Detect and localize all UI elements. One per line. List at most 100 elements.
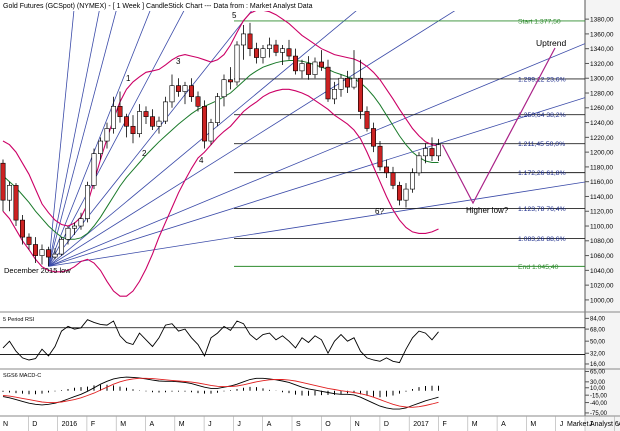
fan-line: [48, 11, 456, 267]
x-tick-label: D: [384, 421, 389, 428]
price-tick-label: 1060,00: [590, 253, 614, 260]
candle-body: [357, 77, 363, 112]
candle-body: [98, 140, 104, 154]
fib-level-label: 1.250,64 38,2%: [518, 112, 566, 119]
price-tick-label: 1200,00: [590, 150, 614, 157]
price-tick-label: 1080,00: [590, 238, 614, 245]
candle-body: [163, 101, 169, 122]
candle-body: [286, 48, 292, 57]
candle-body: [32, 244, 38, 256]
candle-body: [351, 77, 357, 88]
x-tick-label: J: [560, 421, 564, 428]
candle-body: [124, 116, 130, 127]
candle-body: [435, 144, 441, 157]
fib-level-label: Start 1.377,50: [518, 18, 561, 25]
candle-body: [234, 44, 240, 83]
macd-tick-label: 65,00: [590, 370, 606, 376]
candle-body: [409, 172, 415, 190]
projection-zigzag: [441, 47, 556, 205]
candle-body: [104, 128, 110, 142]
price-tick-label: 1260,00: [590, 105, 614, 112]
candle-body: [383, 166, 389, 174]
chart-title: Gold Futures (GCSpot) (NYMEX) - [ 1 Week…: [3, 3, 313, 10]
macd-panel: [0, 370, 585, 415]
fib-level-label: 1.211,45 50,0%: [518, 141, 565, 148]
macd-title: SGS6 MACD-C: [3, 373, 41, 379]
candle-body: [241, 33, 247, 46]
candle-body: [312, 61, 318, 75]
macd-signal-line: [2, 377, 439, 408]
candle-body: [39, 249, 45, 256]
rsi-line: [2, 319, 439, 364]
candle-body: [26, 236, 32, 245]
candle-body: [0, 162, 6, 201]
candle-body: [130, 125, 136, 134]
candle-body: [45, 249, 51, 258]
rsi-tick-label: 50,00: [590, 339, 606, 345]
candle-body: [202, 106, 208, 142]
fan-line: [48, 11, 252, 267]
candle-body: [416, 155, 422, 174]
candle-body: [7, 185, 13, 201]
fib-level-label: 1.172,26 61,8%: [518, 170, 566, 177]
x-tick-label: J: [589, 421, 593, 428]
x-tick-label: A: [501, 421, 506, 428]
chart-annotation: 6?: [375, 207, 384, 216]
price-tick-label: 1220,00: [590, 135, 614, 142]
candle-body: [182, 85, 188, 92]
candle-body: [117, 106, 123, 117]
y-axis-strip: [585, 0, 620, 431]
price-tick-label: 1140,00: [590, 194, 613, 201]
x-tick-label: J: [208, 421, 212, 428]
price-tick-label: 1380,00: [590, 17, 614, 24]
x-tick-label: M: [530, 421, 536, 428]
x-tick-label: F: [91, 421, 95, 428]
fib-level-label: 1.299,12 23,6%: [518, 76, 566, 83]
price-tick-label: 1240,00: [590, 120, 614, 127]
candle-body: [299, 63, 305, 72]
candle-body: [85, 185, 91, 219]
fibonacci-levels: Start 1.377,50 1.299,12 23,6% 1.250,64 38,…: [234, 18, 585, 271]
price-tick-label: 1280,00: [590, 90, 614, 97]
candle-body: [143, 111, 149, 117]
macd-tick-label: -40,00: [590, 401, 608, 407]
x-tick-label: F: [443, 421, 447, 428]
candle-body: [292, 55, 298, 72]
candle-body: [279, 48, 285, 53]
fib-level-label: 1.083,26 88,6%: [518, 236, 566, 243]
rsi-panel-content: 5 Period RSI 16,00 32,00 50,00 68,00 84,00: [0, 317, 606, 368]
rsi-tick-label: 68,00: [590, 327, 606, 333]
x-axis: N D 2016 F M A M J J A S O N D 2017 F M A M J J A: [3, 416, 620, 431]
fib-level-label: End 1.045,40: [518, 264, 559, 271]
gann-fan-lines: [48, 11, 585, 267]
candle-body: [78, 218, 84, 227]
candle-body: [221, 79, 227, 98]
price-tick-label: 1020,00: [590, 283, 614, 290]
bollinger-lower-band: [2, 88, 439, 297]
rsi-panel: [0, 313, 585, 368]
price-tick-label: 1120,00: [590, 209, 613, 216]
candle-body: [228, 79, 234, 83]
x-tick-label: N: [355, 421, 360, 428]
price-tick-label: 1000,00: [590, 297, 614, 304]
candle-body: [338, 77, 344, 90]
candle-body: [189, 85, 195, 98]
chart-annotation: 2: [142, 149, 147, 158]
candle-body: [273, 44, 279, 53]
macd-tick-label: -75,00: [590, 411, 608, 417]
price-tick-label: 1360,00: [590, 31, 614, 38]
candle-body: [364, 111, 370, 129]
x-tick-label: S: [296, 421, 301, 428]
annotations: Uptrend Higher low? December 2015 low 5 3 1 2 4…: [4, 11, 567, 275]
rsi-title: 5 Period RSI: [3, 317, 35, 323]
candle-body: [422, 148, 428, 157]
chart-annotation: 1: [126, 74, 131, 83]
chart-annotation: Uptrend: [536, 38, 567, 48]
candle-body: [208, 122, 214, 142]
candle-body: [331, 89, 337, 100]
x-tick-label: D: [32, 421, 37, 428]
candle-body: [13, 185, 19, 221]
macd-tick-label: 30,00: [590, 380, 606, 386]
x-tick-label: O: [325, 421, 331, 428]
x-tick-label: A: [267, 421, 272, 428]
